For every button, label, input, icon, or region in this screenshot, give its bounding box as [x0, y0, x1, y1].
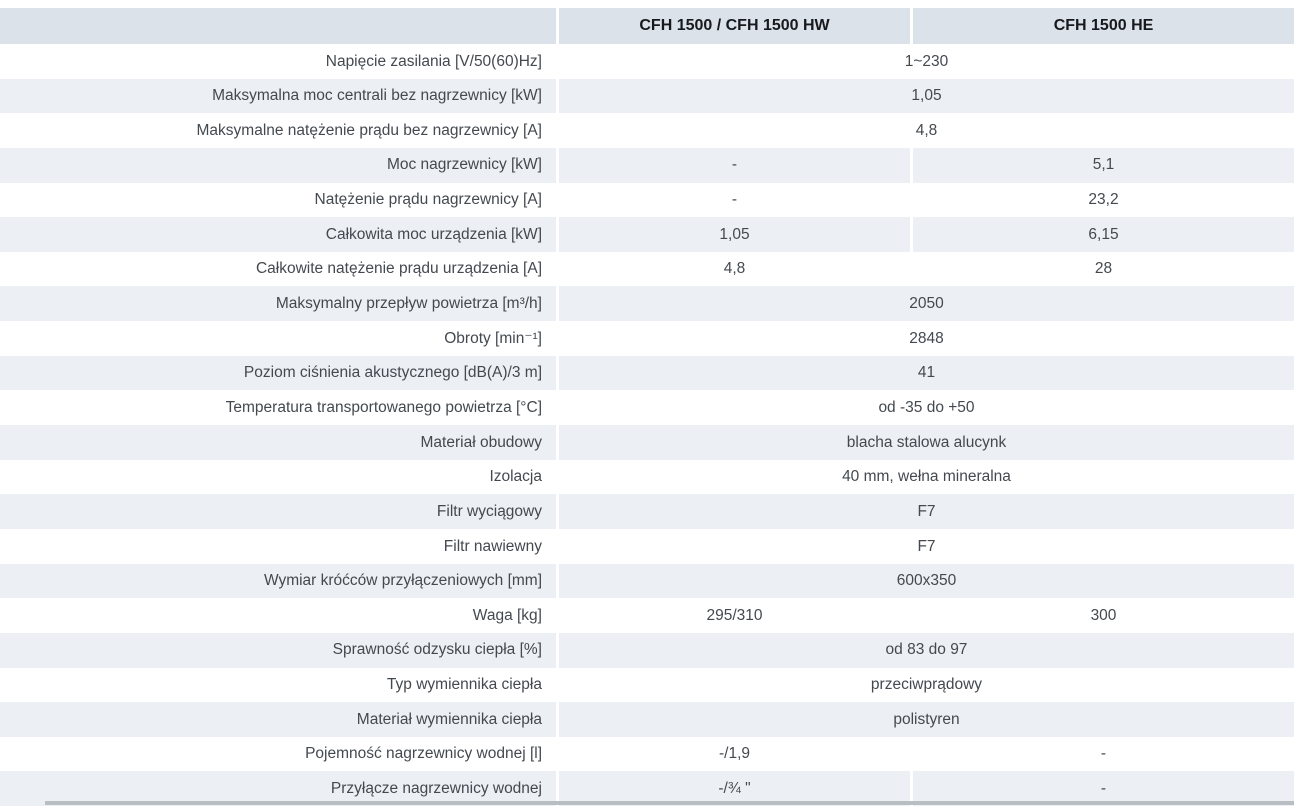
row-label: Całkowita moc urządzenia [kW]	[0, 217, 556, 252]
row-label: Maksymalne natężenie prądu bez nagrzewni…	[0, 113, 556, 148]
row-value-col1: -/¾ "	[556, 771, 910, 806]
row-value-col2: -	[910, 771, 1294, 806]
row-value-col1: 4,8	[556, 251, 910, 287]
table-row: Temperatura transportowanego powietrza […	[0, 390, 1294, 426]
header-col-cfh1500-hw: CFH 1500 / CFH 1500 HW	[556, 8, 910, 44]
row-value-col2: 6,15	[910, 217, 1294, 252]
row-value-col1: -/1,9	[556, 736, 910, 772]
row-value-merged: przeciwprądowy	[556, 667, 1294, 703]
bottom-divider	[45, 801, 1294, 805]
row-label: Napięcie zasilania [V/50(60)Hz]	[0, 44, 556, 79]
table-row: Napięcie zasilania [V/50(60)Hz] 1~230	[0, 44, 1294, 79]
header-label-cell	[0, 8, 556, 44]
row-label: Pojemność nagrzewnicy wodnej [l]	[0, 736, 556, 772]
row-value-merged: 4,8	[556, 113, 1294, 148]
table-row: Natężenie prądu nagrzewnicy [A] -23,2	[0, 182, 1294, 218]
row-value-merged: 600x350	[556, 563, 1294, 599]
row-value-col2: 23,2	[910, 182, 1294, 218]
row-value-merged: od -35 do +50	[556, 390, 1294, 426]
row-label: Maksymalna moc centrali bez nagrzewnicy …	[0, 78, 556, 114]
table-row: Całkowita moc urządzenia [kW] 1,05 6,15	[0, 217, 1294, 252]
row-label: Materiał obudowy	[0, 425, 556, 460]
row-label: Natężenie prądu nagrzewnicy [A]	[0, 182, 556, 218]
row-label: Przyłącze nagrzewnicy wodnej	[0, 771, 556, 806]
table-row: Materiał obudowy blacha stalowa alucynk	[0, 425, 1294, 460]
row-value-col2: 28	[910, 251, 1294, 287]
row-value-merged: 1~230	[556, 44, 1294, 79]
table-row: Pojemność nagrzewnicy wodnej [l] -/1,9-	[0, 736, 1294, 772]
row-label: Typ wymiennika ciepła	[0, 667, 556, 703]
table-row: Poziom ciśnienia akustycznego [dB(A)/3 m…	[0, 355, 1294, 391]
row-value-col2: 300	[910, 598, 1294, 633]
row-value-merged: 41	[556, 355, 1294, 391]
row-label: Filtr nawiewny	[0, 528, 556, 564]
table-row: Materiał wymiennika ciepła polistyren	[0, 702, 1294, 737]
row-value-col1: -	[556, 182, 910, 218]
row-label: Maksymalny przepływ powietrza [m³/h]	[0, 286, 556, 322]
row-label: Filtr wyciągowy	[0, 494, 556, 529]
row-value-merged: blacha stalowa alucynk	[556, 425, 1294, 460]
row-label: Waga [kg]	[0, 598, 556, 633]
row-label: Sprawność odzysku ciepła [%]	[0, 632, 556, 668]
row-label: Całkowite natężenie prądu urządzenia [A]	[0, 251, 556, 287]
row-value-merged: F7	[556, 528, 1294, 564]
row-label: Obroty [min⁻¹]	[0, 321, 556, 356]
table-row: Przyłącze nagrzewnicy wodnej -/¾ " -	[0, 771, 1294, 806]
table-header-row: CFH 1500 / CFH 1500 HW CFH 1500 HE	[0, 8, 1294, 44]
row-value-merged: 40 mm, wełna mineralna	[556, 459, 1294, 495]
row-value-merged: polistyren	[556, 702, 1294, 737]
row-value-col2: 5,1	[910, 147, 1294, 183]
row-label: Wymiar króćców przyłączeniowych [mm]	[0, 563, 556, 599]
header-col-cfh1500-he: CFH 1500 HE	[910, 8, 1294, 44]
table-row: Wymiar króćców przyłączeniowych [mm] 600x…	[0, 563, 1294, 599]
row-value-col1: 1,05	[556, 217, 910, 252]
row-value-merged: 2050	[556, 286, 1294, 322]
table-row: Sprawność odzysku ciepła [%] od 83 do 97	[0, 632, 1294, 668]
table-row: Moc nagrzewnicy [kW] -5,1	[0, 147, 1294, 183]
table-row: Maksymalne natężenie prądu bez nagrzewni…	[0, 113, 1294, 148]
row-value-merged: F7	[556, 494, 1294, 529]
row-label: Moc nagrzewnicy [kW]	[0, 147, 556, 183]
table-row: Całkowite natężenie prądu urządzenia [A]…	[0, 251, 1294, 287]
table-row: Izolacja 40 mm, wełna mineralna	[0, 459, 1294, 495]
table-row: Obroty [min⁻¹] 2848	[0, 321, 1294, 356]
row-label: Temperatura transportowanego powietrza […	[0, 390, 556, 426]
table-row: Typ wymiennika ciepła przeciwprądowy	[0, 667, 1294, 703]
row-label: Izolacja	[0, 459, 556, 495]
table-row: Filtr nawiewny F7	[0, 528, 1294, 564]
row-value-merged: od 83 do 97	[556, 632, 1294, 668]
table-row: Maksymalna moc centrali bez nagrzewnicy …	[0, 78, 1294, 114]
row-value-merged: 2848	[556, 321, 1294, 356]
table-row: Waga [kg] 295/310 300	[0, 598, 1294, 633]
table-row: Filtr wyciągowy F7	[0, 494, 1294, 529]
row-label: Materiał wymiennika ciepła	[0, 702, 556, 737]
spec-table: CFH 1500 / CFH 1500 HW CFH 1500 HE Napię…	[0, 8, 1294, 806]
row-value-col1: -	[556, 147, 910, 183]
row-label: Poziom ciśnienia akustycznego [dB(A)/3 m…	[0, 355, 556, 391]
row-value-col1: 295/310	[556, 598, 910, 633]
row-value-merged: 1,05	[556, 78, 1294, 114]
table-row: Maksymalny przepływ powietrza [m³/h] 2050	[0, 286, 1294, 322]
row-value-col2: -	[910, 736, 1294, 772]
